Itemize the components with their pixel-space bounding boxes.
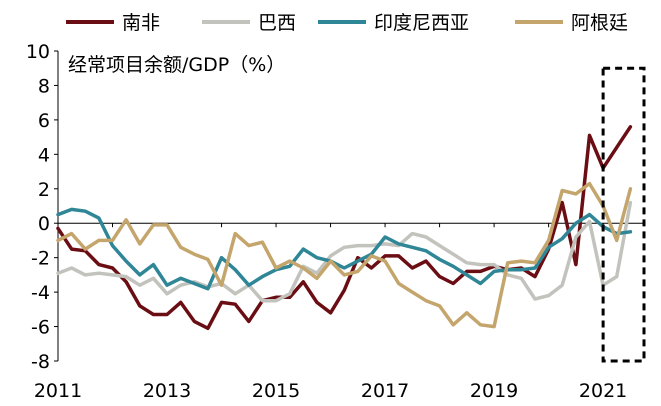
y-tick-label: 2: [38, 179, 50, 201]
x-tick-label: 2017: [361, 380, 409, 402]
x-tick-label: 2011: [34, 380, 82, 402]
chart-legend: 南非 巴西 印度尼西亚 阿根廷: [66, 12, 628, 34]
x-tick-label: 2019: [470, 380, 518, 402]
y-tick-label: 8: [38, 75, 50, 97]
legend-label-4: 阿根廷: [571, 12, 628, 34]
chart-axes: -8 -6 -4 -2 0 2 4 6 8 10 2011 2013 2015 2017 2019 2021: [26, 41, 644, 402]
chart-annotations: [601, 66, 646, 363]
y-tick-label: -2: [31, 248, 50, 270]
y-tick-label: -8: [31, 351, 50, 373]
series-line-1: [56, 125, 633, 331]
y-tick-label: -4: [31, 282, 50, 304]
series-line-2: [56, 200, 633, 303]
y-tick-label: 6: [38, 110, 50, 132]
series-line-3: [56, 207, 633, 291]
legend-label-1: 南非: [122, 12, 160, 34]
series-line-4: [56, 181, 633, 329]
dashed-highlight-box: [601, 66, 646, 363]
y-tick-label: 10: [26, 41, 50, 63]
legend-label-3: 印度尼西亚: [374, 12, 469, 34]
chart-series: [56, 125, 633, 331]
y-tick-label: 0: [38, 213, 50, 235]
y-tick-label: -6: [31, 317, 50, 339]
chart-title: 经常项目余额/GDP（%）: [68, 54, 285, 76]
y-tick-label: 4: [38, 144, 50, 166]
x-tick-label: 2013: [143, 380, 191, 402]
x-tick-label: 2015: [252, 380, 300, 402]
legend-label-2: 巴西: [258, 12, 296, 34]
x-tick-label: 2021: [579, 380, 627, 402]
